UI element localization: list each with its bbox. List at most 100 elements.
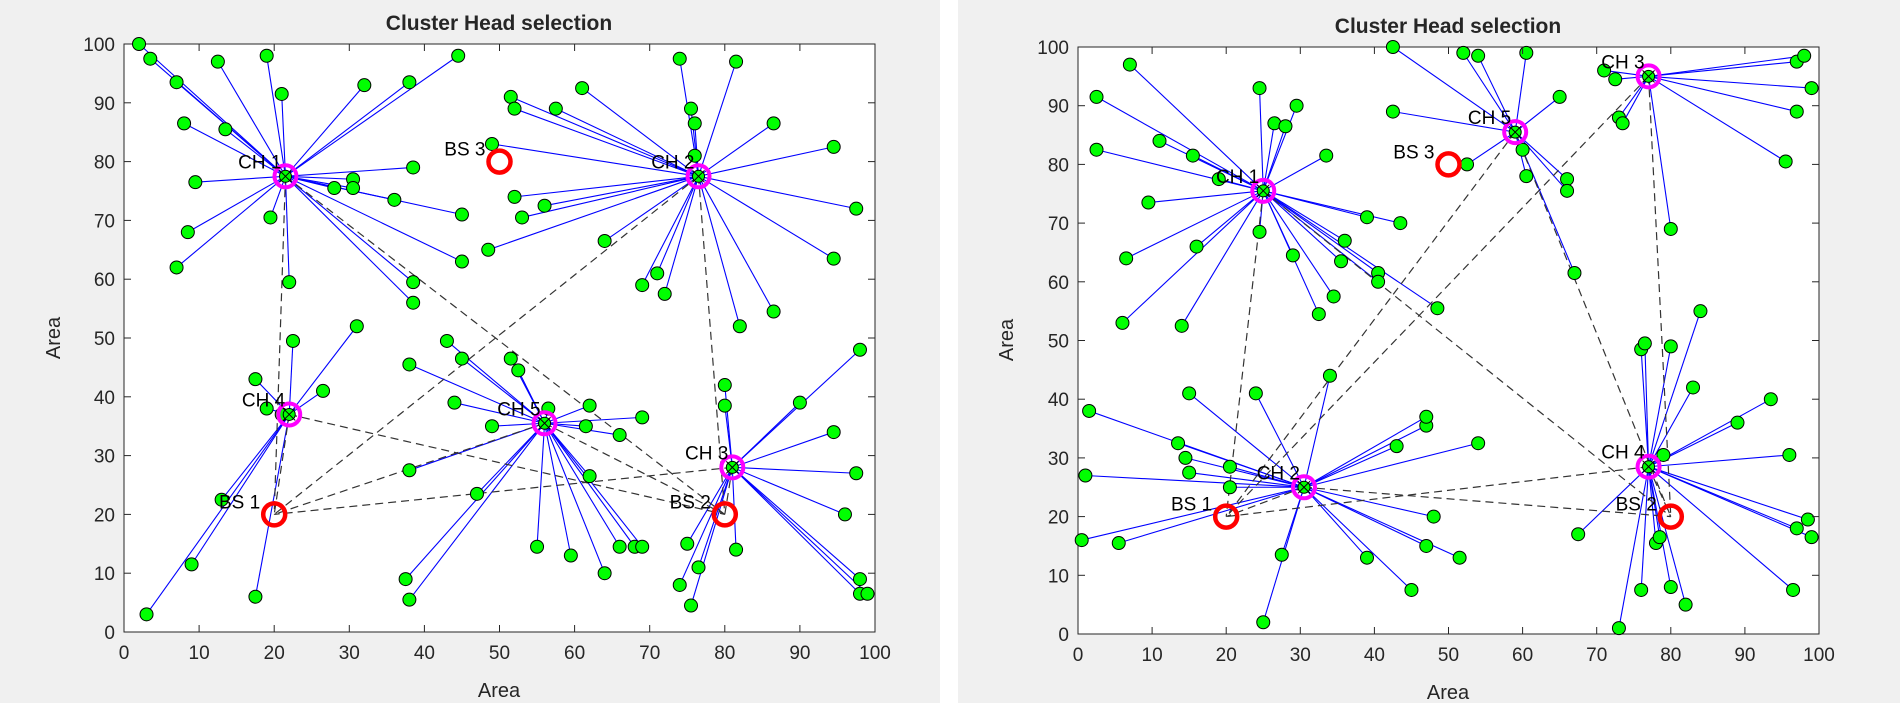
sensor-node: [447, 395, 462, 410]
sensor-node: [1663, 339, 1678, 354]
plot-area: [123, 43, 876, 633]
member-link: [1148, 190, 1264, 204]
cluster-head-ring: [1250, 177, 1277, 204]
member-link: [1189, 472, 1305, 488]
sensor-node: [1786, 582, 1801, 597]
member-link: [690, 467, 733, 606]
cluster-head-mark: [1256, 184, 1270, 198]
member-link: [1255, 393, 1305, 488]
member-link: [1648, 76, 1672, 230]
sensor-node: [1111, 536, 1126, 551]
route-line: [274, 466, 733, 515]
sensor-node: [177, 116, 192, 131]
sensor-node: [687, 116, 702, 131]
member-link: [604, 175, 699, 242]
sensor-node: [1519, 169, 1534, 184]
member-link: [281, 93, 287, 177]
cluster-head-label: CH 1: [238, 152, 281, 173]
cluster-head-label: CH 2: [651, 152, 694, 173]
sensor-node: [1078, 468, 1093, 483]
x-tick-label: 0: [119, 643, 130, 664]
x-tick-label: 80: [1660, 645, 1681, 666]
sensor-node: [729, 54, 744, 69]
cluster-head-mark: [692, 169, 705, 183]
member-link: [1648, 466, 1794, 591]
sensor-node: [1430, 301, 1445, 316]
y-tick-label: 20: [1048, 508, 1069, 529]
sensor-node: [1248, 386, 1263, 401]
member-link: [1196, 190, 1264, 248]
member-link: [697, 61, 737, 177]
sensor-node: [1311, 307, 1326, 322]
sensor-node: [285, 333, 300, 348]
sensor-node: [1371, 274, 1386, 289]
x-tick-label: 60: [1512, 645, 1533, 666]
sensor-node: [1182, 386, 1197, 401]
sensor-node: [406, 275, 421, 290]
sensor-node: [1615, 116, 1630, 131]
sensor-node: [1663, 221, 1678, 236]
link-layer: [1081, 46, 1812, 629]
member-link: [1392, 111, 1516, 133]
sensor-node: [1471, 48, 1486, 63]
sensor-node: [398, 572, 413, 587]
member-link: [146, 414, 290, 615]
y-tick-label: 60: [94, 270, 115, 291]
y-tick-label: 30: [94, 447, 115, 468]
y-axis-label: Area: [996, 318, 1018, 361]
cluster-head-mark: [1508, 125, 1522, 139]
sensor-node: [597, 566, 612, 581]
sensor-node: [672, 51, 687, 66]
y-axis-label: Area: [43, 316, 65, 359]
sensor-node: [481, 242, 496, 257]
member-link: [544, 175, 699, 207]
member-link: [1648, 75, 1812, 89]
sensor-node: [530, 539, 545, 554]
panel-divider: [940, 0, 958, 703]
sensor-node: [826, 425, 841, 440]
member-link: [510, 96, 699, 177]
sensor-node: [1419, 538, 1434, 553]
sensor-node: [717, 398, 732, 413]
sensor-node: [563, 548, 578, 563]
member-link: [1129, 64, 1264, 192]
sensor-node: [1515, 142, 1530, 157]
sensor-node: [1385, 104, 1400, 119]
sensor-node: [635, 539, 650, 554]
route-line: [544, 422, 726, 515]
sensor-node: [484, 136, 499, 151]
sensor-node: [507, 101, 522, 116]
plot-area: [1077, 46, 1820, 635]
sensor-node: [650, 266, 665, 281]
member-link: [1262, 105, 1298, 192]
sensor-node: [1322, 368, 1337, 383]
cluster-head-ring: [272, 163, 299, 190]
member-link: [1125, 190, 1264, 259]
cluster-head-label: CH 1: [1216, 167, 1259, 188]
member-link: [1303, 486, 1434, 518]
x-tick-label: 100: [1803, 645, 1835, 666]
sensor-node: [597, 233, 612, 248]
cluster-head-ring: [531, 410, 558, 437]
y-tick-label: 20: [94, 505, 115, 526]
member-link: [544, 422, 621, 548]
sensor-node: [1804, 530, 1819, 545]
sensor-node: [1800, 512, 1815, 527]
route-line: [1225, 75, 1650, 518]
y-tick-label: 10: [1048, 566, 1069, 587]
sensor-node: [1389, 439, 1404, 454]
sensor-node: [1634, 582, 1649, 597]
member-link: [266, 55, 287, 177]
cluster-head-ring: [719, 454, 746, 481]
member-link: [1303, 442, 1479, 488]
sensor-node: [454, 254, 469, 269]
sensor-node: [1122, 57, 1137, 72]
sensor-node: [169, 75, 184, 90]
sensor-node: [1789, 521, 1804, 536]
member-link: [409, 363, 545, 424]
member-link: [285, 55, 459, 177]
member-link: [1514, 52, 1527, 133]
sensor-node: [1141, 195, 1156, 210]
sensor-node: [259, 401, 274, 416]
